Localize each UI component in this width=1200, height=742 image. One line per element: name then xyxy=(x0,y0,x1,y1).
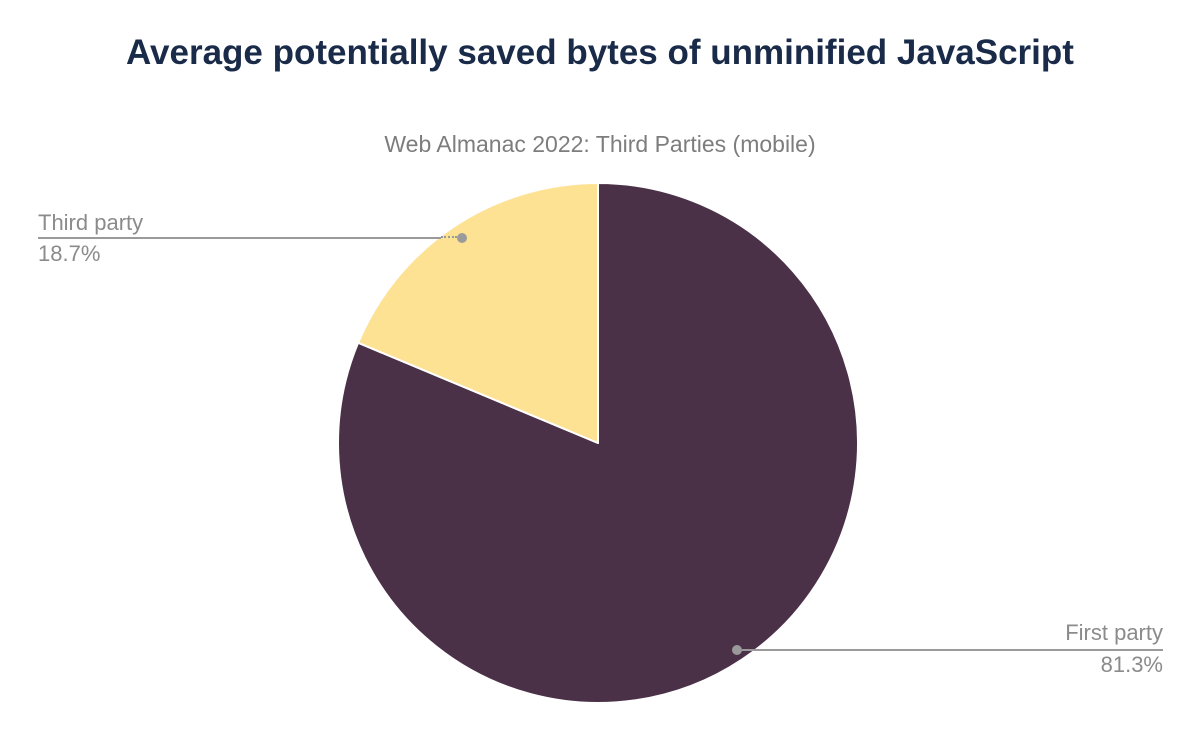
first-party-label: First party xyxy=(1065,620,1163,645)
third-party-leader-line xyxy=(38,237,441,239)
chart-subtitle: Web Almanac 2022: Third Parties (mobile) xyxy=(384,131,816,157)
third-party-leader-line-dotted-tail xyxy=(441,236,457,238)
third-party-label: Third party xyxy=(38,210,144,235)
chart-title: Average potentially saved bytes of unmin… xyxy=(126,33,1074,72)
third-party-anchor-dot xyxy=(457,233,467,243)
first-party-percentage: 81.3% xyxy=(1100,652,1163,677)
first-party-leader-line xyxy=(742,649,1163,651)
pie-slice-third-party xyxy=(357,182,599,444)
third-party-percentage: 18.7% xyxy=(38,241,101,266)
first-party-anchor-dot xyxy=(732,645,742,655)
